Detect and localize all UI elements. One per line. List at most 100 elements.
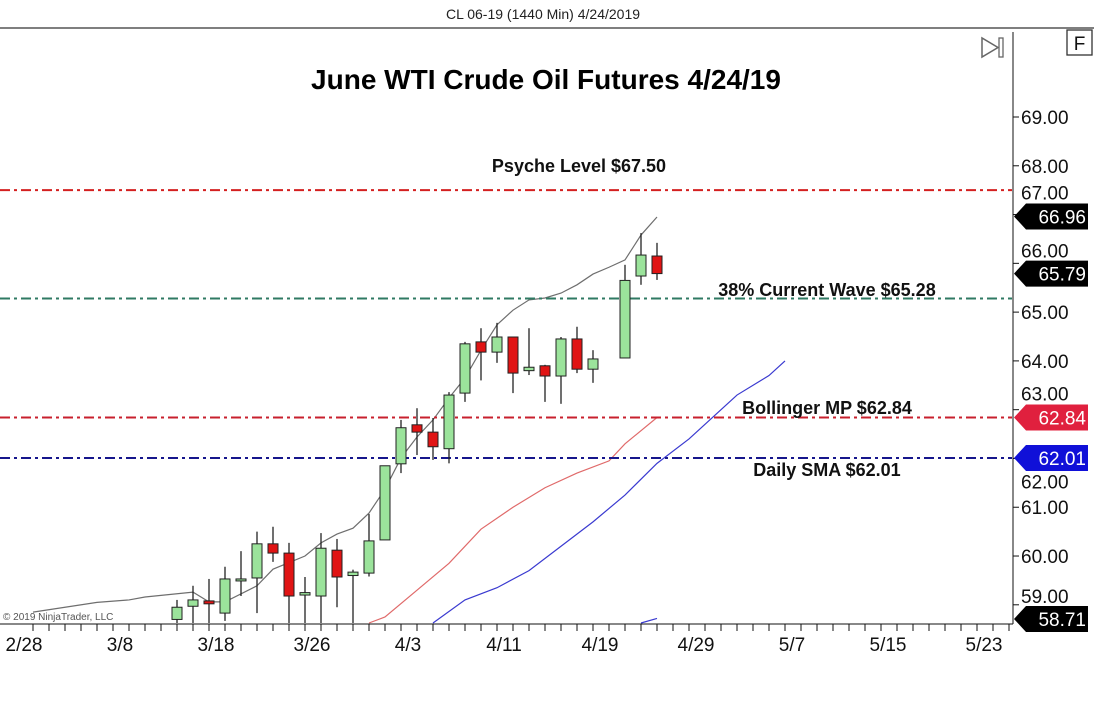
candle-body [363, 540, 375, 574]
f-button[interactable]: F [1066, 29, 1093, 56]
level-annotation: Bollinger MP $62.84 [742, 398, 912, 418]
candle [475, 328, 487, 381]
candle-body [507, 336, 519, 374]
candle-body [491, 336, 503, 353]
candle-body [187, 599, 199, 607]
indicator-line [368, 417, 658, 624]
candle [363, 514, 375, 577]
price-badge: 58.71 [1014, 605, 1088, 632]
x-tick-label: 3/8 [107, 635, 133, 656]
candle-body [523, 366, 535, 372]
candle [203, 578, 215, 623]
candle [411, 408, 423, 456]
x-tick-label: 5/15 [870, 635, 907, 656]
candle-body [283, 552, 295, 597]
x-tick-label: 3/18 [198, 635, 235, 656]
candle [587, 350, 599, 383]
candle [555, 336, 567, 404]
candle-body [539, 365, 551, 377]
candle-body [171, 606, 183, 620]
x-tick-label: 4/29 [678, 635, 715, 656]
price-badge-bg [1014, 404, 1088, 431]
price-badge-bg [1014, 605, 1088, 632]
chart-title: June WTI Crude Oil Futures 4/24/19 [311, 64, 781, 95]
x-tick-label: 2/28 [6, 635, 43, 656]
x-tick-label: 4/11 [486, 635, 522, 656]
y-tick-label: 63.00 [1021, 385, 1069, 406]
f-button-label: F [1074, 34, 1086, 55]
x-tick-label: 4/3 [395, 635, 421, 656]
instrument-label: CL 06-19 (1440 Min) 4/24/2019 [446, 6, 640, 22]
price-badge-label: 65.79 [1038, 265, 1086, 286]
x-tick-label: 4/19 [582, 635, 619, 656]
y-tick-label: 65.00 [1021, 303, 1069, 324]
x-tick-label: 5/23 [966, 635, 1003, 656]
indicator-line [32, 216, 658, 613]
price-badge: 65.79 [1014, 260, 1088, 287]
price-badge-bg [1014, 444, 1088, 471]
candle-body [379, 465, 391, 541]
candle-body [443, 394, 455, 450]
candle [571, 326, 583, 374]
y-tick-label: 69.00 [1021, 108, 1069, 129]
x-tick-label: 3/26 [294, 635, 331, 656]
candle [315, 533, 327, 623]
candle [171, 599, 183, 623]
indicator-line [432, 360, 786, 624]
candle [235, 551, 247, 597]
y-tick-label: 60.00 [1021, 547, 1069, 568]
candle-body [267, 543, 279, 554]
y-tick-label: 61.00 [1021, 498, 1069, 519]
candle [187, 585, 199, 623]
price-badge-label: 62.84 [1038, 408, 1086, 429]
candle [539, 364, 551, 402]
copyright-text: © 2019 NinjaTrader, LLC [3, 612, 113, 623]
candle [219, 566, 231, 621]
candle [347, 569, 359, 623]
candle [283, 542, 295, 623]
y-tick-label: 62.00 [1021, 472, 1069, 493]
candle [299, 576, 311, 623]
price-badge-bg [1014, 260, 1088, 287]
price-badge-label: 62.01 [1038, 449, 1086, 470]
candle [251, 531, 263, 614]
candle [507, 336, 519, 394]
candle [379, 465, 391, 541]
price-badge-label: 58.71 [1038, 610, 1086, 631]
candle [427, 417, 439, 460]
price-badge: 62.84 [1014, 404, 1088, 431]
candle [635, 233, 647, 285]
candle [459, 341, 471, 402]
candle-body [203, 600, 215, 605]
candle-body [571, 338, 583, 370]
candle-body [475, 341, 487, 353]
candle-body [411, 424, 423, 433]
candle-body [427, 431, 439, 448]
level-annotation: Daily SMA $62.01 [753, 460, 900, 480]
y-tick-label: 68.00 [1021, 157, 1069, 178]
y-tick-label: 67.00 [1021, 184, 1069, 205]
candle [619, 264, 631, 359]
candle-body [587, 358, 599, 370]
candle-body [651, 255, 663, 275]
candle-body [251, 543, 263, 579]
candle-body [395, 427, 407, 465]
x-tick-label: 5/7 [779, 635, 805, 656]
candle [491, 322, 503, 363]
candle-body [619, 279, 631, 359]
price-badge-label: 66.96 [1038, 208, 1086, 229]
candle [331, 538, 343, 608]
candle [267, 526, 279, 562]
level-annotation: Psyche Level $67.50 [492, 156, 666, 176]
candle [523, 328, 535, 376]
candle [651, 242, 663, 280]
y-tick-label: 66.00 [1021, 241, 1069, 262]
price-badge-bg [1014, 203, 1088, 230]
candle-body [459, 343, 471, 394]
candle [443, 392, 455, 464]
candle-body [235, 578, 247, 582]
price-badge: 62.01 [1014, 444, 1088, 471]
skip-to-end-icon[interactable] [981, 36, 1004, 59]
candle-body [347, 571, 359, 577]
candle-body [315, 547, 327, 597]
